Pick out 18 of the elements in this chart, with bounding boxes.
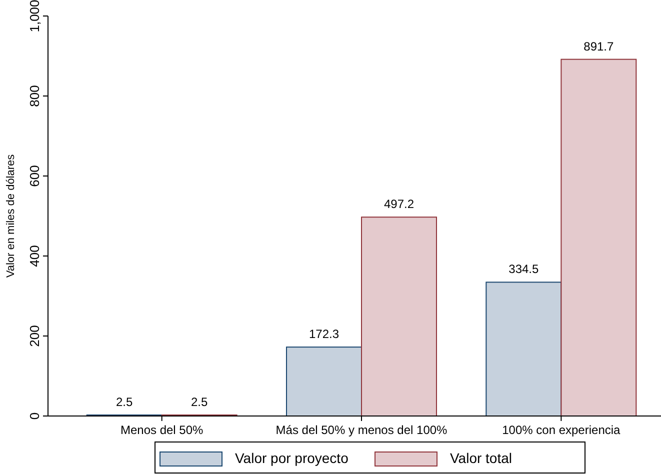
y-tick-label: 0 xyxy=(27,412,42,420)
data-label: 2.5 xyxy=(190,395,208,409)
legend-label: Valor por proyecto xyxy=(235,450,349,466)
y-tick-label: 800 xyxy=(27,85,42,107)
data-label: 2.5 xyxy=(116,395,133,409)
data-label: 497.2 xyxy=(384,197,414,212)
x-tick-label: Menos del 50% xyxy=(120,423,204,437)
x-tick-label: 100% con experiencia xyxy=(502,423,621,437)
y-tick-label: 600 xyxy=(27,165,42,187)
y-axis-title: Valor en miles de dólares xyxy=(5,154,17,278)
legend-label: Valor total xyxy=(450,450,512,466)
x-tick-label: Más del 50% y menos del 100% xyxy=(276,423,448,437)
data-label: 334.5 xyxy=(508,262,540,276)
y-tick-label: 400 xyxy=(27,245,42,267)
data-label: 172.3 xyxy=(308,327,340,342)
y-tick-label: 1,000 xyxy=(27,0,42,32)
y-tick-label: 200 xyxy=(27,325,42,347)
data-label: 891.7 xyxy=(584,39,614,54)
